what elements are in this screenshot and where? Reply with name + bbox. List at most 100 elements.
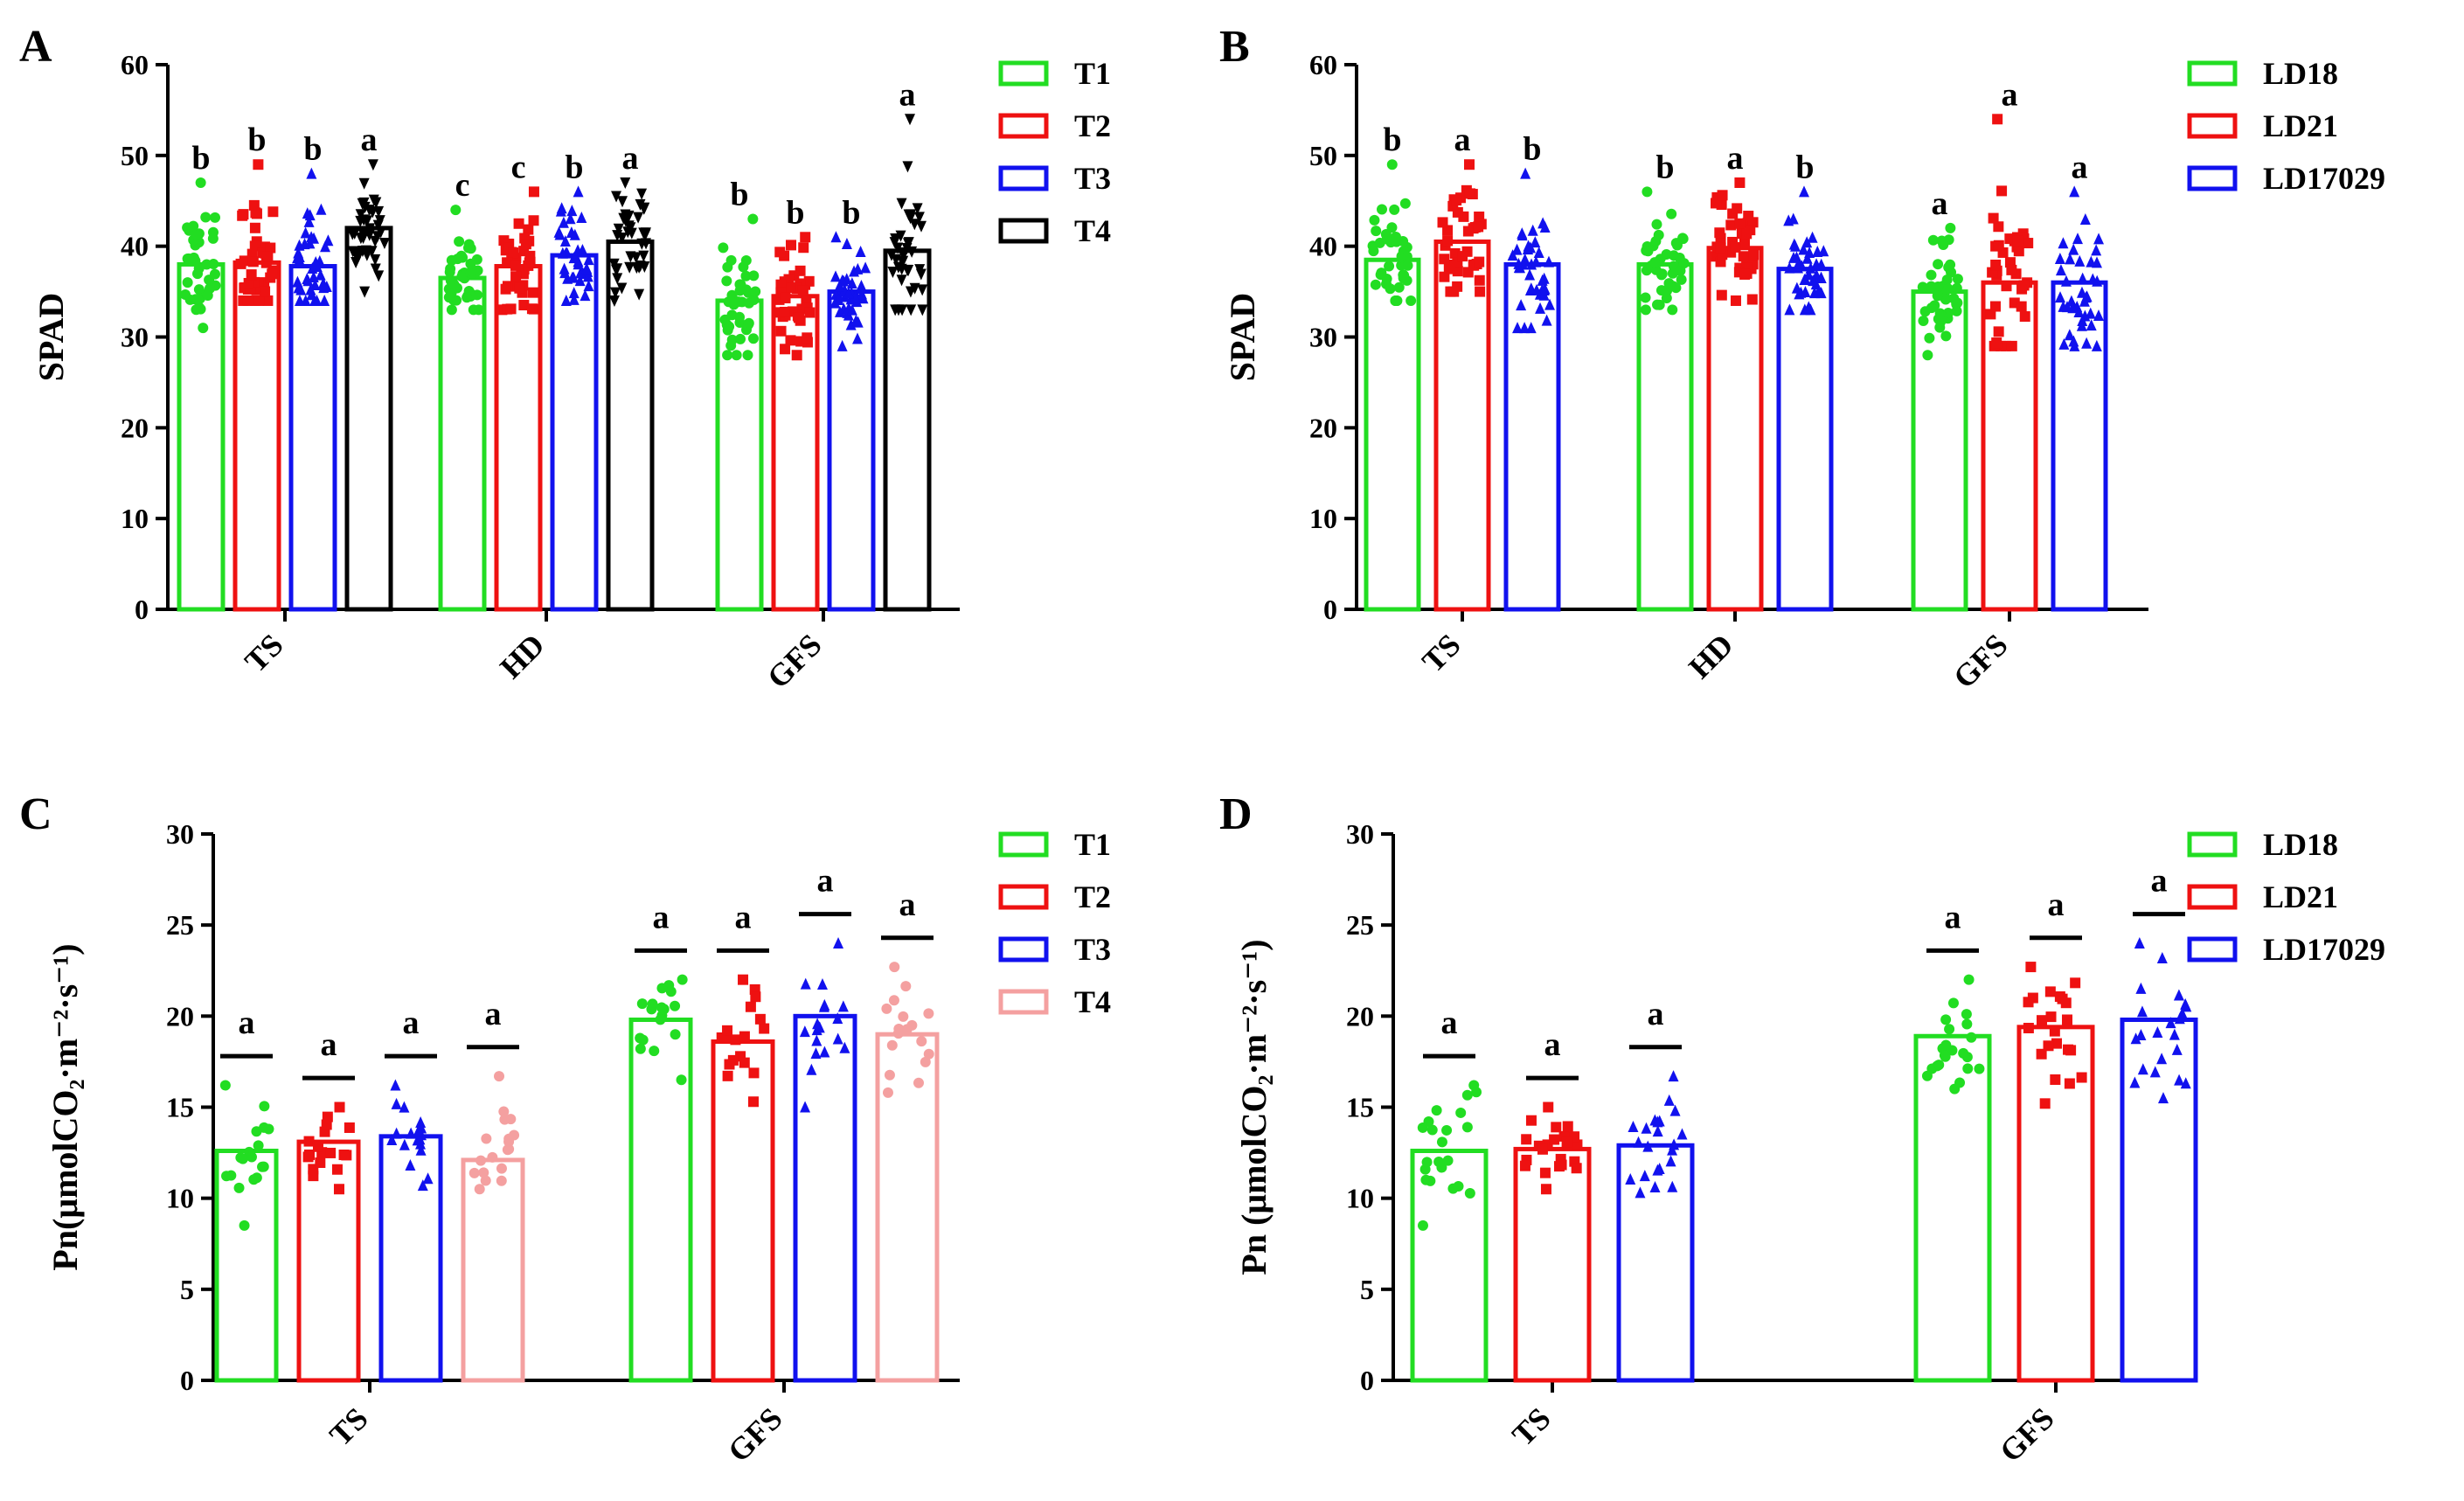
bar — [438, 275, 487, 612]
data-point — [180, 289, 191, 301]
y-tick-label: 20 — [1346, 1000, 1374, 1032]
y-tick-label: 30 — [1346, 818, 1374, 850]
data-point — [1748, 249, 1760, 261]
data-point — [302, 274, 314, 287]
data-point — [207, 233, 219, 244]
data-point — [1628, 1120, 1639, 1132]
data-point — [1813, 285, 1824, 297]
data-point — [253, 295, 265, 306]
data-point — [1562, 1121, 1573, 1132]
data-point — [1962, 1063, 1974, 1074]
data-point — [1939, 1050, 1950, 1061]
y-axis-title: Pn (μmolCO₂·m⁻²·s⁻¹) — [1234, 939, 1274, 1275]
data-point — [2055, 291, 2066, 303]
data-point — [445, 263, 456, 274]
data-point — [747, 1096, 759, 1108]
data-point — [734, 285, 746, 296]
data-point — [528, 186, 539, 198]
significance-letter: a — [2151, 863, 2168, 900]
data-point — [785, 335, 796, 346]
data-point — [2049, 1025, 2060, 1037]
y-tick-label: 10 — [1309, 503, 1337, 534]
data-point — [846, 303, 857, 316]
bar — [1503, 261, 1561, 612]
data-point — [743, 297, 754, 309]
data-point — [892, 242, 904, 254]
bar — [793, 1013, 857, 1383]
bar — [2120, 1018, 2198, 1383]
data-point — [845, 318, 857, 330]
data-point — [636, 188, 648, 200]
data-point — [2130, 1032, 2141, 1045]
data-point — [2080, 291, 2092, 303]
data-point — [779, 306, 790, 317]
data-point — [915, 268, 927, 281]
data-point — [1464, 188, 1475, 199]
data-point — [370, 235, 381, 247]
data-point — [836, 339, 848, 351]
data-point — [740, 270, 752, 281]
data-point — [800, 1101, 811, 1113]
bar — [711, 1039, 775, 1383]
data-point — [2023, 238, 2034, 249]
data-point — [260, 286, 271, 297]
bar — [461, 1157, 525, 1383]
data-point — [221, 1171, 233, 1182]
data-point — [2060, 274, 2072, 287]
y-tick-label: 30 — [121, 322, 149, 353]
data-point — [1993, 221, 2004, 233]
data-point — [1442, 1155, 1454, 1166]
bar — [1410, 1149, 1489, 1383]
data-point — [526, 303, 538, 315]
data-point — [834, 305, 845, 317]
data-point — [1561, 1136, 1572, 1148]
data-point — [722, 1025, 733, 1036]
data-point — [233, 1182, 245, 1193]
data-point — [462, 292, 473, 303]
data-point — [724, 321, 735, 332]
data-point — [557, 247, 568, 259]
significance-letter: c — [511, 149, 526, 185]
data-point — [1667, 1180, 1678, 1192]
legend-label: T2 — [1074, 108, 1111, 143]
data-point — [191, 304, 202, 316]
y-axis-title: Pn(μmolCO₂·m⁻²·s⁻¹) — [45, 943, 85, 1270]
data-point — [1665, 1155, 1676, 1167]
data-point — [2012, 235, 2023, 247]
data-point — [1525, 241, 1537, 254]
data-point — [722, 350, 733, 361]
legend-swatch — [2187, 113, 2238, 139]
significance-letter: a — [321, 1026, 337, 1063]
y-tick-label: 60 — [1309, 49, 1337, 80]
data-point — [793, 312, 804, 323]
data-point — [582, 270, 593, 282]
data-point — [1393, 281, 1405, 293]
data-point — [1464, 1188, 1475, 1199]
data-point — [896, 274, 907, 287]
data-point — [655, 1014, 666, 1025]
significance-letter: b — [1795, 149, 1814, 185]
data-point — [1521, 1134, 1532, 1145]
data-point — [183, 253, 194, 264]
data-point — [242, 295, 253, 306]
data-point — [638, 227, 649, 240]
data-point — [1649, 257, 1661, 268]
data-point — [2135, 1029, 2147, 1041]
data-point — [559, 234, 571, 247]
data-point — [1633, 1136, 1644, 1148]
data-point — [783, 274, 795, 285]
data-point — [573, 185, 584, 198]
data-point — [806, 1063, 817, 1075]
data-point — [499, 1114, 510, 1125]
data-point — [1386, 222, 1398, 233]
data-point — [527, 287, 538, 298]
data-point — [1798, 185, 1809, 198]
data-point — [316, 203, 327, 215]
data-point — [1948, 293, 1960, 304]
bar — [771, 294, 820, 612]
data-point — [1533, 246, 1544, 258]
data-point — [743, 317, 754, 329]
data-point — [2169, 1028, 2180, 1040]
significance-letter: a — [1945, 899, 1961, 935]
y-tick-label: 20 — [1309, 412, 1337, 443]
